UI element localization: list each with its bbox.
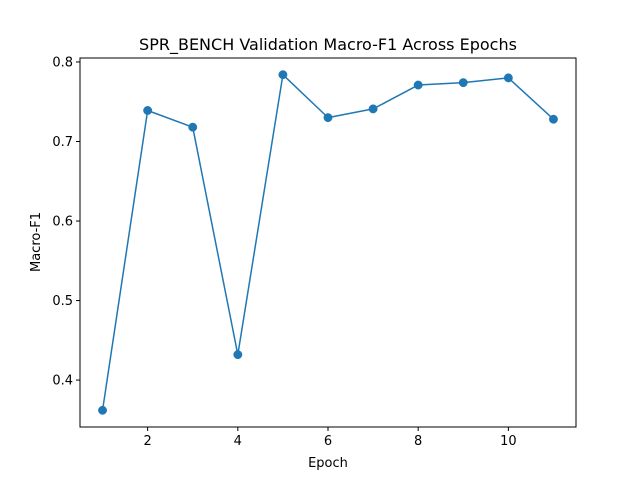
- x-axis-label: Epoch: [308, 456, 348, 471]
- data-point: [143, 106, 153, 115]
- data-point: [98, 405, 107, 415]
- series-layer: [98, 70, 558, 415]
- x-tick-label: 10: [500, 434, 517, 449]
- data-point: [368, 104, 378, 114]
- data-point: [549, 114, 558, 124]
- x-axis: 2 4 6 8 10: [143, 427, 517, 449]
- data-point: [413, 80, 423, 90]
- data-point: [188, 122, 198, 132]
- y-axis-label: Macro-F1: [29, 212, 44, 272]
- x-tick-label: 6: [324, 434, 332, 449]
- data-point: [278, 70, 288, 80]
- y-tick-label: 0.8: [52, 55, 73, 70]
- plot-frame: [79, 57, 577, 428]
- data-point: [458, 78, 468, 88]
- y-tick-label: 0.7: [52, 135, 73, 150]
- x-tick-label: 4: [234, 434, 242, 449]
- x-tick-label: 8: [414, 434, 422, 449]
- y-axis: 0.4 0.5 0.6 0.7 0.8: [52, 55, 80, 389]
- data-point: [233, 350, 243, 360]
- data-point: [503, 73, 513, 83]
- y-tick-label: 0.5: [52, 294, 73, 309]
- chart-title: SPR_BENCH Validation Macro-F1 Across Epo…: [139, 35, 517, 55]
- y-tick-label: 0.4: [52, 374, 73, 389]
- y-tick-label: 0.6: [52, 215, 73, 230]
- x-tick-label: 2: [143, 434, 151, 449]
- data-point: [323, 113, 333, 123]
